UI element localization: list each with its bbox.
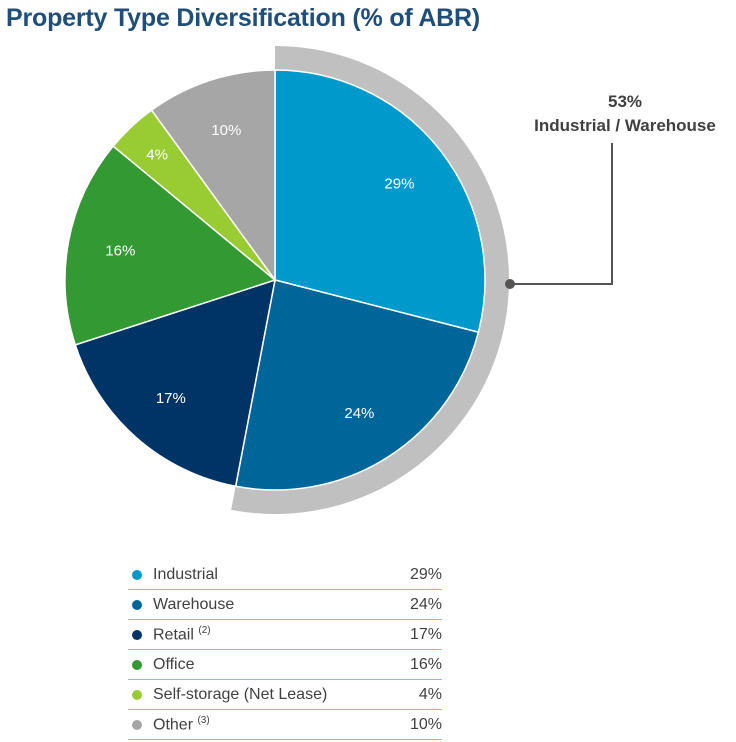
pie-slice-industrial: [274, 69, 486, 334]
legend-label: Office: [153, 655, 195, 673]
legend-row-retail: Retail (2) 17%: [128, 620, 442, 650]
slice-label: 29%: [384, 175, 414, 192]
legend-value: 10%: [409, 715, 442, 733]
callout-text: Industrial / Warehouse: [534, 116, 716, 135]
legend-label-text: Other: [153, 716, 194, 734]
legend-value: 17%: [409, 625, 442, 643]
legend-swatch-warehouse: [132, 599, 142, 610]
legend-swatch-self-storage: [132, 689, 142, 700]
callout: 53% Industrial / Warehouse: [500, 90, 736, 138]
legend-label-text: Retail: [153, 626, 194, 644]
callout-leader-line: [510, 143, 613, 285]
pie-chart: 29% 24% 17% 16% 4% 10%: [64, 46, 613, 514]
slice-label: 16%: [105, 242, 135, 259]
legend-label: Other (3): [153, 715, 410, 734]
slice-label: 17%: [156, 390, 186, 407]
pie-slice-warehouse: [234, 279, 480, 491]
legend-label: Industrial: [153, 565, 218, 583]
legend-value: 16%: [409, 655, 442, 673]
callout-value: 53%: [607, 92, 643, 111]
chart-title: Property Type Diversification (% of ABR): [6, 4, 481, 32]
legend-label: Retail (2): [153, 625, 410, 644]
legend-label: Self-storage (Net Lease): [153, 685, 328, 703]
legend-label: Warehouse: [153, 595, 235, 613]
legend-swatch-other: [132, 719, 142, 730]
callout-dot: [505, 279, 515, 289]
legend-value: 29%: [409, 565, 442, 583]
pie-slice-other: [150, 69, 276, 283]
legend-row-office: Office 16%: [128, 650, 442, 680]
legend-row-industrial: Industrial 29%: [128, 560, 442, 590]
legend-value: 24%: [409, 595, 442, 613]
footnote-marker: (3): [197, 714, 210, 726]
legend-row-self-storage: Self-storage (Net Lease) 4%: [128, 680, 442, 710]
legend-value: 4%: [418, 685, 442, 703]
legend-swatch-industrial: [132, 569, 142, 580]
pie-slice-retail: [74, 278, 276, 488]
slice-label: 10%: [211, 122, 241, 139]
footnote-marker: (2): [198, 624, 211, 636]
legend: Industrial 29% Warehouse 24% Retail (2) …: [128, 560, 442, 740]
legend-swatch-office: [132, 659, 142, 670]
legend-swatch-retail: [132, 629, 142, 640]
slice-label: 24%: [344, 405, 374, 422]
legend-row-warehouse: Warehouse 24%: [128, 590, 442, 620]
legend-row-other: Other (3) 10%: [128, 710, 442, 740]
slice-label: 4%: [146, 146, 168, 163]
pie-slice-office: [64, 145, 277, 346]
